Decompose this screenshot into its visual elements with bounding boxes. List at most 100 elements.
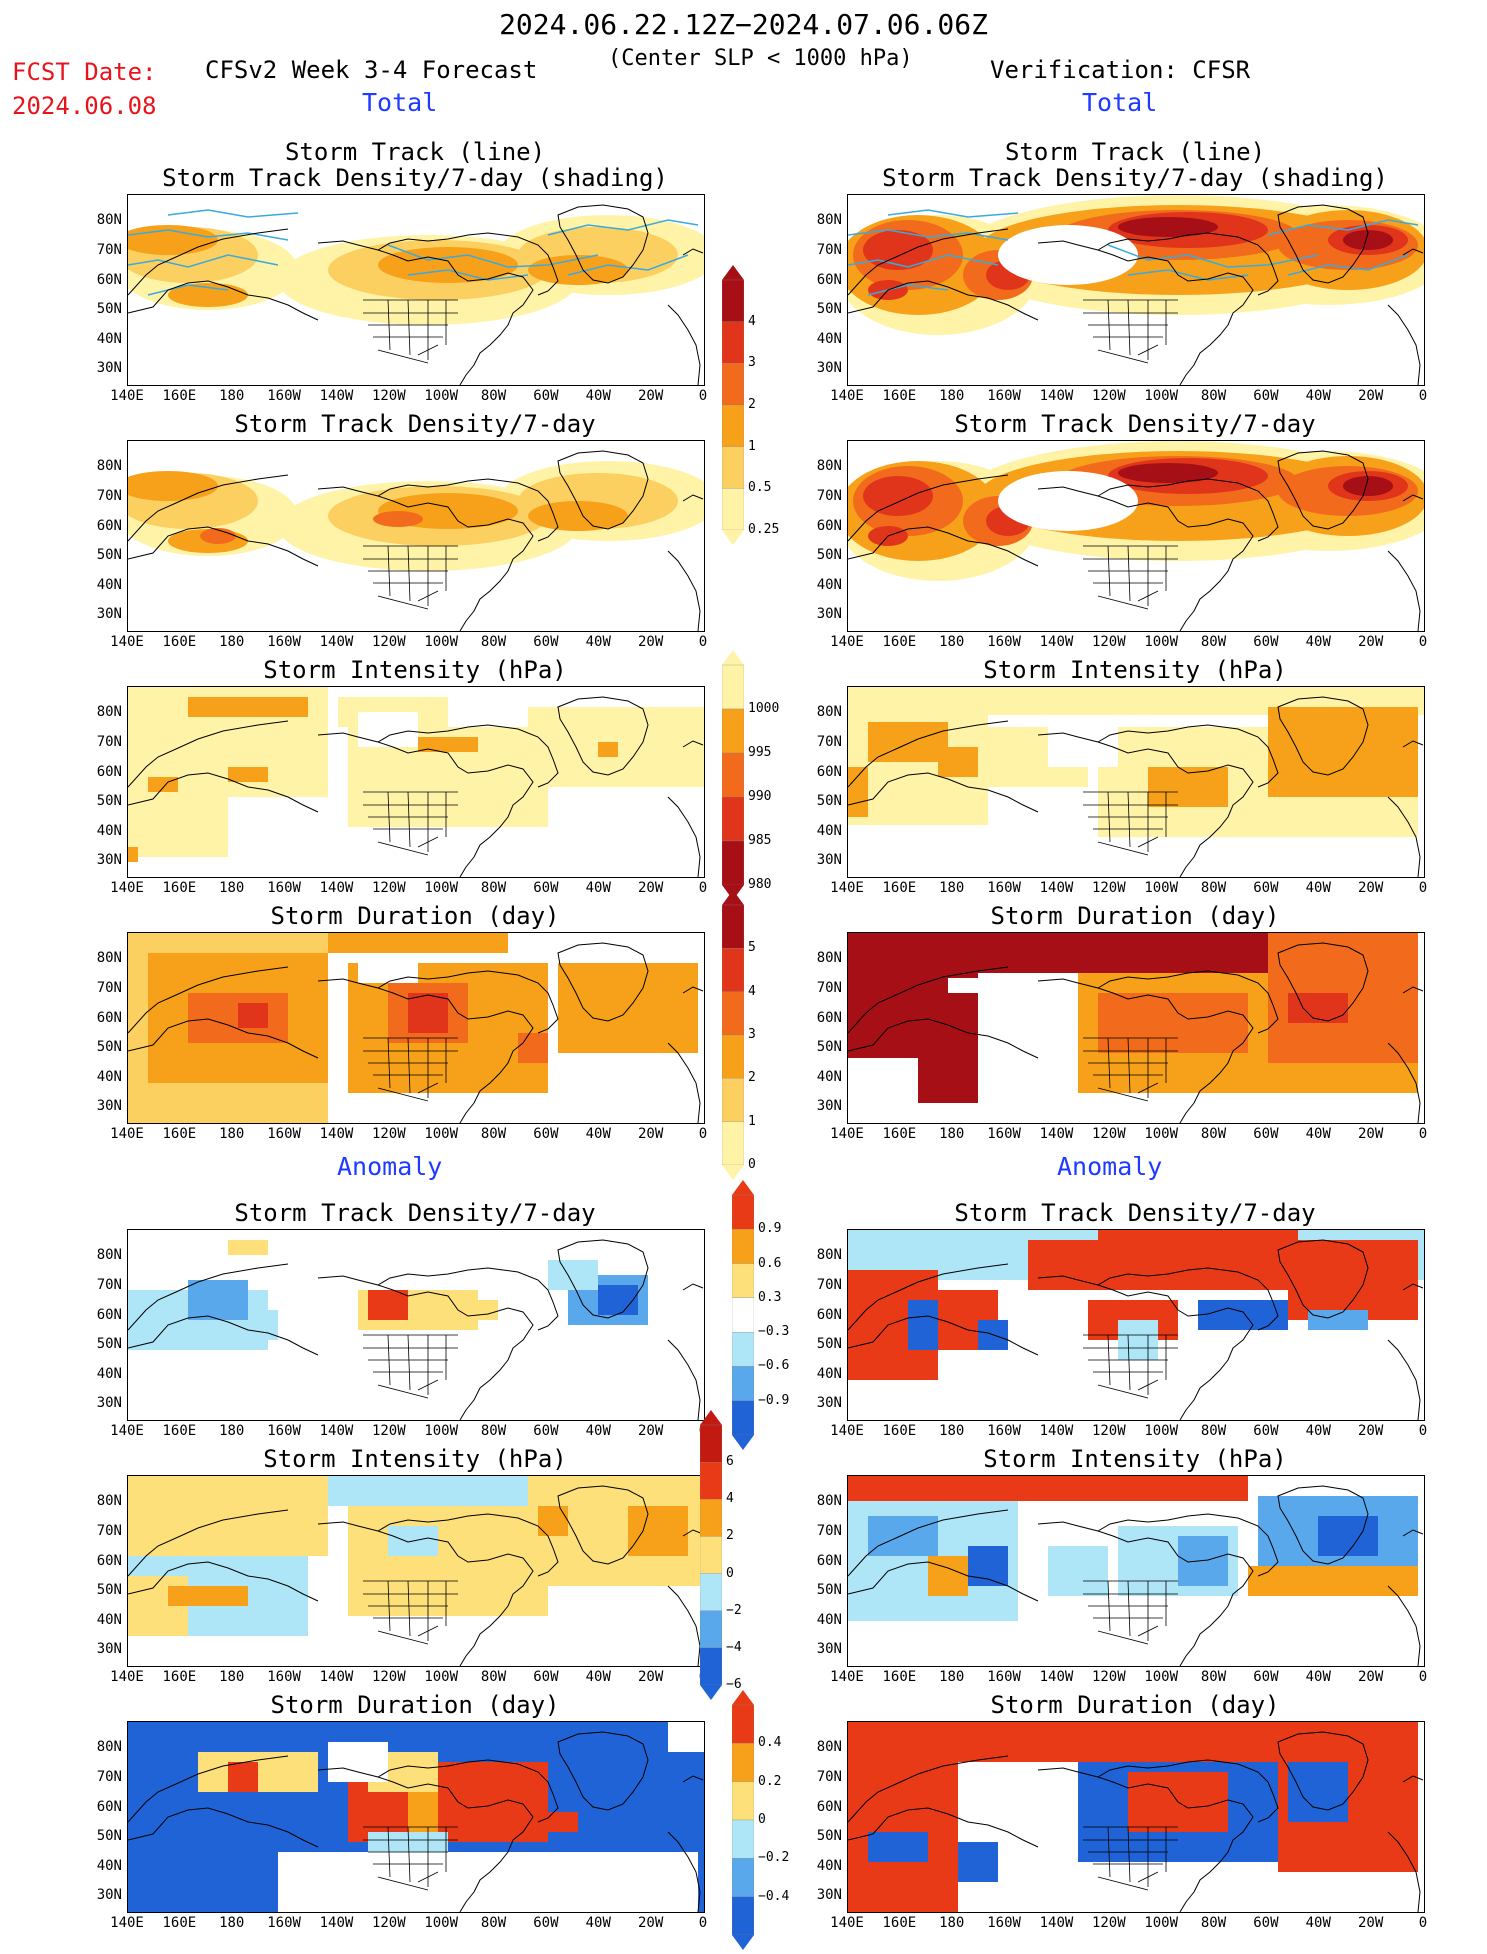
map-panel-1-right <box>847 440 1425 632</box>
lon-label-2-right-5: 120W <box>1091 880 1126 896</box>
lat-label-0-right-1: 70N <box>816 242 842 258</box>
fcst-date-label: FCST Date: <box>12 58 157 86</box>
lon-label-0-left-2: 180 <box>219 388 245 404</box>
colorbar-label-duration_anom-4: −0.4 <box>758 1888 790 1904</box>
lon-label-0-left-1: 160E <box>162 388 197 404</box>
lat-label-3-right-1: 70N <box>816 980 842 996</box>
lat-label-2-left-5: 30N <box>96 852 122 868</box>
colorbar-label-intensity_anom-6: −6 <box>726 1677 742 1692</box>
lon-label-3-left-1: 160E <box>162 1126 197 1142</box>
lon-label-5-right-0: 140E <box>830 1669 864 1685</box>
lon-label-5-right-4: 140W <box>1039 1669 1074 1685</box>
lon-label-1-left-10: 20W <box>637 634 664 650</box>
map-panel-4-left <box>127 1229 705 1421</box>
lon-label-1-right-1: 160E <box>882 634 917 650</box>
lon-label-6-right-8: 60W <box>1253 1915 1279 1931</box>
lat-label-0-right-5: 30N <box>816 360 842 376</box>
lon-label-5-right-6: 100W <box>1144 1669 1179 1685</box>
lat-label-2-right-5: 30N <box>816 852 842 868</box>
lon-label-6-right-7: 80W <box>1200 1915 1227 1931</box>
lon-label-6-right-10: 20W <box>1357 1915 1384 1931</box>
colorbar-label-density-5: 0.25 <box>748 522 780 537</box>
lon-label-4-left-4: 140W <box>319 1423 354 1439</box>
colorbar-density <box>721 265 745 549</box>
colorbar-label-duration_anom-2: 0 <box>758 1812 766 1827</box>
colorbar-label-intensity_anom-0: 6 <box>726 1454 734 1470</box>
lon-label-1-right-6: 100W <box>1144 634 1179 650</box>
colorbar-label-duration-2: 3 <box>748 1027 756 1042</box>
lat-label-4-left-4: 40N <box>96 1366 122 1382</box>
lat-label-6-left-3: 50N <box>96 1828 122 1844</box>
lon-label-3-right-4: 140W <box>1039 1126 1074 1142</box>
colorbar-label-density-2: 2 <box>748 397 756 412</box>
lon-label-1-left-4: 140W <box>319 634 354 650</box>
lon-label-6-left-5: 120W <box>371 1915 406 1931</box>
lat-label-0-left-5: 30N <box>96 360 122 376</box>
colorbar-label-density_anom-4: −0.6 <box>758 1358 790 1374</box>
lat-label-2-left-2: 60N <box>96 764 122 780</box>
section-total-right: Total <box>1082 88 1158 117</box>
lat-label-0-left-2: 60N <box>96 272 122 288</box>
lon-label-0-left-6: 100W <box>424 388 459 404</box>
map-panel-0-left <box>127 194 705 386</box>
map-panel-6-right <box>847 1721 1425 1913</box>
lon-label-3-left-11: 0 <box>698 1126 708 1142</box>
lat-label-0-left-0: 80N <box>96 212 122 228</box>
colorbar-density_anom <box>731 1180 755 1454</box>
colorbar-label-density-0: 4 <box>748 313 756 329</box>
lat-label-5-left-5: 30N <box>96 1641 122 1657</box>
lat-label-0-left-1: 70N <box>96 242 122 258</box>
lat-label-0-right-0: 80N <box>816 212 842 228</box>
lon-label-0-right-3: 160W <box>987 388 1021 404</box>
lat-label-1-left-4: 40N <box>96 577 122 593</box>
lon-label-5-left-2: 180 <box>219 1669 245 1685</box>
lon-label-4-right-7: 80W <box>1200 1423 1227 1439</box>
lon-label-2-left-5: 120W <box>371 880 406 896</box>
lon-label-3-right-8: 60W <box>1253 1126 1279 1142</box>
lat-label-1-left-3: 50N <box>96 547 122 563</box>
lon-label-4-right-0: 140E <box>830 1423 864 1439</box>
lat-label-6-left-5: 30N <box>96 1887 122 1903</box>
lat-label-1-left-1: 70N <box>96 488 122 504</box>
lon-label-6-left-7: 80W <box>480 1915 507 1931</box>
lat-label-1-left-0: 80N <box>96 458 122 474</box>
lon-label-4-right-1: 160E <box>882 1423 917 1439</box>
lon-label-5-left-5: 120W <box>371 1669 406 1685</box>
lon-label-1-left-3: 160W <box>267 634 301 650</box>
panel-title-5-left-0: Storm Intensity (hPa) <box>263 1445 567 1473</box>
lat-label-1-right-0: 80N <box>816 458 842 474</box>
model-title: CFSv2 Week 3-4 Forecast <box>205 56 538 84</box>
panel-title-0-left-1: Storm Track Density/7-day (shading) <box>162 164 668 192</box>
colorbar-duration_anom <box>731 1690 755 1954</box>
colorbar-label-density_anom-3: −0.3 <box>758 1324 790 1340</box>
lat-label-2-right-4: 40N <box>816 823 842 839</box>
lon-label-2-right-10: 20W <box>1357 880 1384 896</box>
lon-label-6-left-3: 160W <box>267 1915 301 1931</box>
lat-label-4-right-0: 80N <box>816 1247 842 1263</box>
lon-label-2-right-4: 140W <box>1039 880 1074 896</box>
lon-label-4-right-10: 20W <box>1357 1423 1384 1439</box>
lon-label-6-right-2: 180 <box>939 1915 965 1931</box>
lon-label-3-right-1: 160E <box>882 1126 917 1142</box>
lon-label-1-right-8: 60W <box>1253 634 1279 650</box>
lon-label-1-right-11: 0 <box>1418 634 1428 650</box>
panel-title-2-right-0: Storm Intensity (hPa) <box>983 656 1287 684</box>
lon-label-2-right-1: 160E <box>882 880 917 896</box>
lon-label-5-right-11: 0 <box>1418 1669 1428 1685</box>
lat-label-5-left-0: 80N <box>96 1493 122 1509</box>
lon-label-4-right-4: 140W <box>1039 1423 1074 1439</box>
lon-label-2-left-10: 20W <box>637 880 664 896</box>
map-panel-4-right <box>847 1229 1425 1421</box>
lat-label-3-right-4: 40N <box>816 1069 842 1085</box>
lon-label-3-left-10: 20W <box>637 1126 664 1142</box>
lat-label-3-right-3: 50N <box>816 1039 842 1055</box>
lat-label-4-right-3: 50N <box>816 1336 842 1352</box>
lat-label-5-right-2: 60N <box>816 1553 842 1569</box>
map-panel-3-left <box>127 932 705 1124</box>
lon-label-2-right-0: 140E <box>830 880 864 896</box>
lat-label-6-right-0: 80N <box>816 1739 842 1755</box>
lat-label-3-right-5: 30N <box>816 1098 842 1114</box>
lon-label-5-left-8: 60W <box>533 1669 559 1685</box>
lon-label-0-right-7: 80W <box>1200 388 1227 404</box>
lat-label-3-right-0: 80N <box>816 950 842 966</box>
